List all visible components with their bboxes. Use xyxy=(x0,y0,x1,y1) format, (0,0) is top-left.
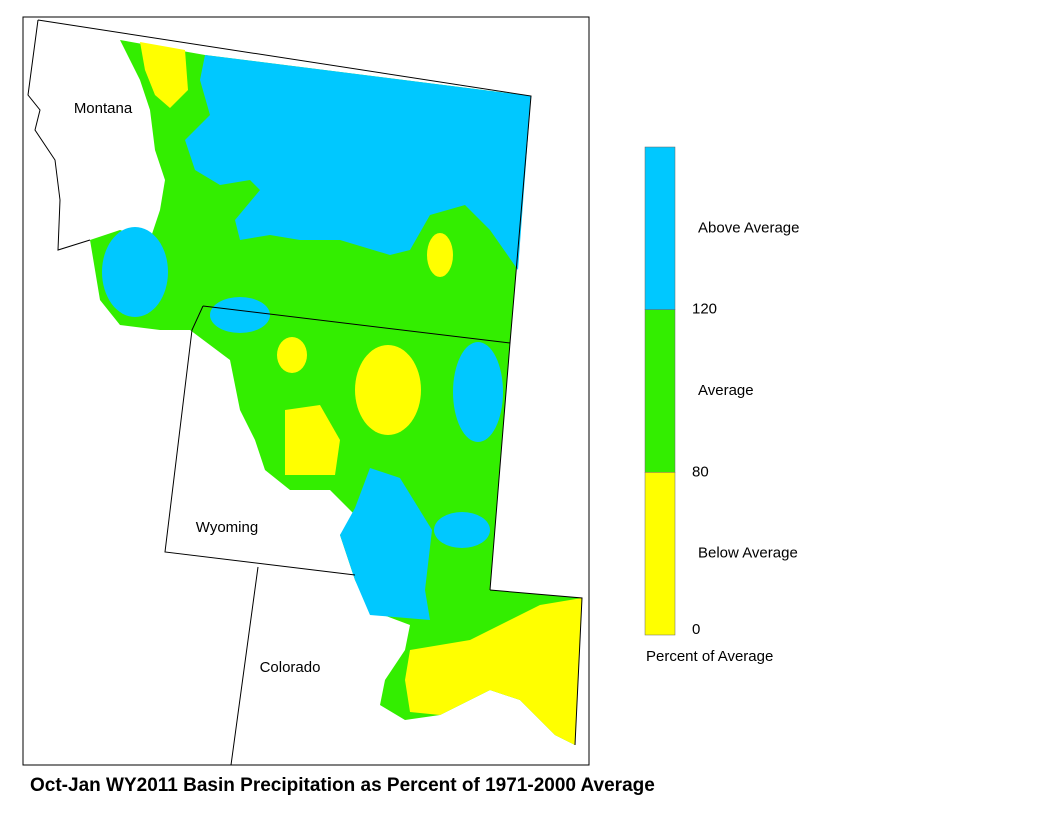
legend-tick-label: 80 xyxy=(692,463,709,480)
above-region xyxy=(210,297,270,333)
average-region xyxy=(90,40,582,745)
below-region xyxy=(355,345,421,435)
montana-border xyxy=(27,19,532,344)
legend-label: Average xyxy=(698,382,754,399)
legend-label: Below Average xyxy=(698,545,798,562)
legend-swatch xyxy=(644,472,676,636)
above-region xyxy=(434,512,490,548)
below-region xyxy=(277,337,307,373)
map-title: Oct-Jan WY2011 Basin Precipitation as Pe… xyxy=(30,775,655,796)
state-boundaries xyxy=(27,19,583,766)
legend-tick-label: 0 xyxy=(692,621,700,638)
above-region xyxy=(185,55,531,270)
above-region xyxy=(340,468,432,620)
legend-label: Above Average xyxy=(698,219,799,236)
below-region xyxy=(427,233,453,277)
legend-tick-label: 120 xyxy=(692,301,717,318)
legend-swatch xyxy=(644,146,676,310)
colorado-border xyxy=(230,566,583,766)
wyoming-border xyxy=(164,305,511,591)
above-region xyxy=(102,227,168,317)
above-region xyxy=(453,342,503,442)
precip-map xyxy=(90,40,582,745)
legend: Above Average Average Below Average 120 80 0 xyxy=(644,146,799,638)
state-label: Colorado xyxy=(260,659,321,676)
below-region xyxy=(405,598,582,745)
below-region xyxy=(285,405,340,475)
legend-swatch xyxy=(644,309,676,473)
state-label: Wyoming xyxy=(196,519,258,536)
legend-title: Percent of Average xyxy=(646,648,773,665)
state-label: Montana xyxy=(74,100,133,117)
below-region xyxy=(140,42,188,108)
